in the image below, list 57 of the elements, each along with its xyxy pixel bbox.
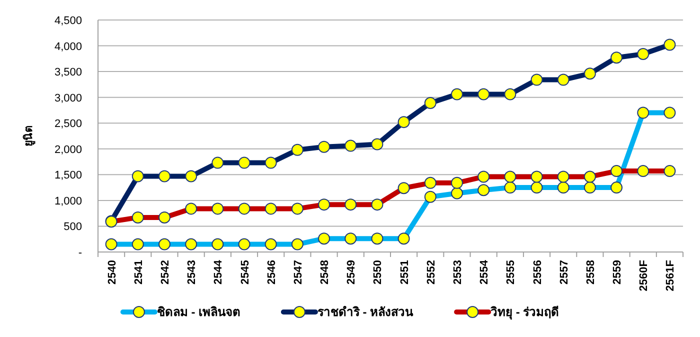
x-tick-label: 2542: [159, 260, 172, 284]
y-tick-label: 4,000: [54, 40, 82, 53]
x-tick-label: 2549: [346, 260, 358, 284]
y-tick-label: 2,500: [54, 118, 82, 130]
x-tick-label: 2543: [186, 260, 198, 284]
y-tick-label: -: [78, 247, 82, 259]
x-tick-label: 2557: [558, 260, 570, 284]
y-axis-title: ยูนิต: [22, 126, 36, 146]
legend-label: ราชดำริ - หลังสวน: [317, 305, 414, 319]
x-tick-label: 2551: [398, 260, 411, 284]
point: [398, 116, 410, 128]
point: [318, 140, 330, 153]
x-tick-label: 2556: [532, 260, 544, 284]
point: [610, 52, 623, 64]
y-tick-label: 1,500: [54, 170, 82, 182]
point: [132, 170, 144, 182]
point: [185, 170, 198, 182]
legend-label: วิทยุ - ร่วมฤดี: [490, 305, 560, 320]
x-tick-label: 2555: [505, 260, 518, 284]
point: [450, 88, 463, 100]
point: [530, 74, 543, 86]
point: [238, 156, 250, 169]
y-tick-label: 3,500: [54, 66, 82, 79]
x-tick-label: 2550: [372, 260, 384, 284]
x-tick-label: 2560F: [638, 260, 650, 292]
y-tick-label: 4,500: [54, 15, 82, 27]
x-tick-label: 2559: [612, 260, 624, 284]
point: [424, 97, 436, 110]
point: [344, 140, 357, 152]
point: [264, 156, 277, 169]
point: [664, 38, 676, 51]
x-tick-label: 2544: [212, 259, 225, 284]
legend-label: ชิดลม - เพลินจต: [156, 305, 241, 319]
point: [584, 68, 596, 80]
point: [212, 156, 224, 169]
point: [478, 88, 490, 100]
y-tick-label: 3,000: [54, 92, 82, 104]
x-tick-label: 2553: [452, 260, 464, 284]
point: [504, 88, 516, 100]
y-tick-label: 2,000: [54, 144, 82, 156]
y-tick-label: 1,000: [54, 195, 82, 208]
x-tick-label: 2545: [239, 260, 252, 284]
x-tick-label: 2561F: [664, 260, 677, 292]
point: [158, 170, 170, 182]
point: [637, 48, 650, 60]
x-tick-label: 2546: [266, 260, 278, 284]
point: [291, 144, 304, 156]
x-tick-label: 2547: [292, 260, 304, 284]
x-tick-label: 2558: [584, 260, 597, 284]
x-tick-label: 2548: [319, 260, 332, 284]
y-tick-label: 500: [64, 221, 82, 234]
x-tick-label: 2540: [106, 260, 118, 284]
x-tick-label: 2552: [425, 260, 438, 284]
point: [371, 138, 384, 150]
point: [557, 74, 570, 86]
x-tick-label: 2554: [478, 259, 491, 284]
x-tick-label: 2541: [132, 260, 145, 284]
